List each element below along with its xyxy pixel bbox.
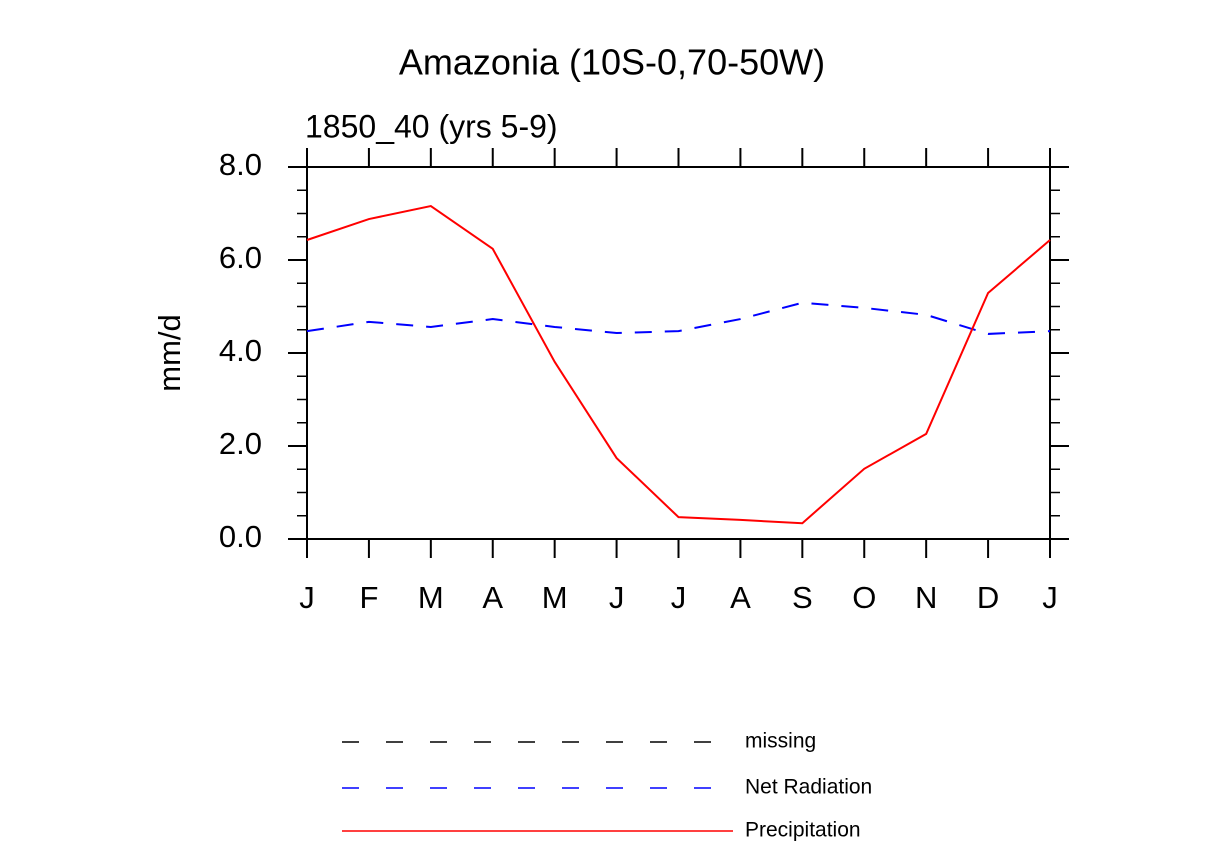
x-tick-label: J [299,580,315,615]
x-tick-label: N [915,580,937,615]
data-line [306,301,1051,335]
x-tick-label: J [671,580,687,615]
x-tick-label: A [482,580,503,615]
x-tick-label: M [542,580,568,615]
x-tick-label: M [418,580,444,615]
x-tick-label: J [609,580,625,615]
x-tick-label: D [977,580,999,615]
legend-label: missing [745,730,816,753]
y-tick-label: 4.0 [219,333,262,368]
y-tick-label: 2.0 [219,426,262,461]
y-tick-label: 8.0 [219,147,262,182]
x-tick-label: S [792,580,813,615]
data-line [306,204,1051,525]
y-tick-label: 0.0 [219,519,262,554]
chart-title: Amazonia (10S-0,70-50W) [399,42,825,83]
legend-label: Net Radiation [745,776,872,799]
chart-subtitle: 1850_40 (yrs 5-9) [305,108,558,144]
y-axis-label: mm/d [152,314,187,392]
legend-label: Precipitation [745,819,861,842]
x-tick-label: J [1042,580,1058,615]
x-tick-label: F [359,580,378,615]
x-tick-label: O [852,580,876,615]
y-tick-label: 6.0 [219,240,262,275]
x-tick-label: A [730,580,751,615]
plot-frame [306,166,1051,540]
